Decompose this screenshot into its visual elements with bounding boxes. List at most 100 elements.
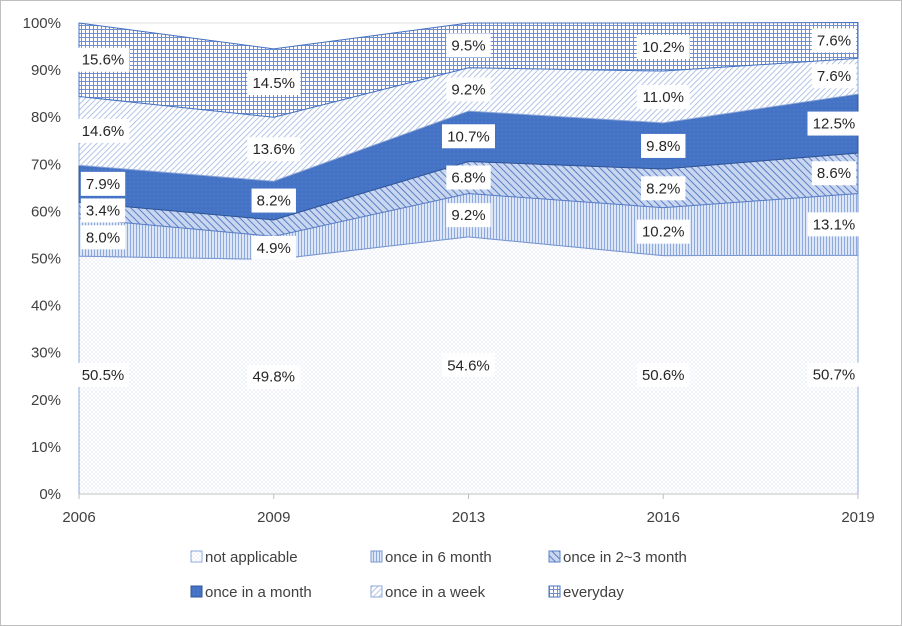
data-label-text: 9.2% [451,81,485,98]
data-label: 6.8% [446,165,491,190]
data-label-box [811,28,857,53]
data-label: 49.8% [247,364,301,389]
data-label-box [811,161,857,186]
data-label: 8.2% [641,176,686,201]
data-label-text: 9.5% [451,37,485,54]
data-label-text: 8.0% [86,229,120,246]
data-label: 10.2% [636,219,690,244]
legend-swatch [370,585,383,598]
data-label: 7.6% [811,28,857,53]
data-label-box [442,124,495,149]
data-label-text: 10.2% [642,39,685,56]
data-label: 8.0% [80,225,126,250]
legend: not applicable once in 6 month once in 2~3… [190,549,687,601]
x-tick-label: 2013 [452,509,485,526]
data-label: 9.5% [446,33,491,58]
data-label: 7.9% [80,171,126,196]
x-tick-label: 2016 [647,509,680,526]
data-label-box [80,198,126,223]
data-label-box [807,362,861,387]
data-label-text: 8.2% [257,193,291,210]
data-labels: 50.5% 49.8% 54.6% 50.6% 50.7% 8.0% 4.9% 9.2% 10.… [76,28,861,389]
y-tick-label: 10% [31,439,61,456]
data-label-text: 49.8% [252,369,295,386]
data-label-box [251,188,296,213]
data-label-text: 3.4% [86,202,120,219]
data-label: 3.4% [80,198,126,223]
x-tick-label: 2009 [257,509,290,526]
legend-label: everyday [563,584,624,601]
data-label: 50.5% [76,363,130,388]
y-tick-label: 20% [31,392,61,409]
data-label-box [807,111,861,136]
data-label: 7.6% [811,64,857,89]
data-label-text: 8.6% [817,165,851,182]
data-label-text: 14.5% [252,75,295,92]
legend-label: once in a week [385,584,486,601]
x-tick-label: 2019 [841,509,874,526]
data-label: 9.8% [641,133,686,158]
legend-item: once in a month [190,584,312,601]
data-label-text: 4.9% [257,240,291,257]
data-label-text: 7.6% [817,32,851,49]
legend-swatch [370,550,383,563]
data-label-text: 14.6% [82,123,125,140]
legend-swatch [548,585,561,598]
data-label: 9.2% [446,77,491,102]
legend-label: not applicable [205,549,298,566]
data-label: 13.6% [247,137,301,162]
data-label-box [446,165,491,190]
legend-item: not applicable [190,549,298,566]
data-label-text: 13.6% [252,141,295,158]
data-label-box [636,35,690,60]
data-label-box [76,363,130,388]
data-label-text: 6.8% [451,169,485,186]
legend-item: once in 6 month [370,549,492,566]
legend-item: once in 2~3 month [548,549,687,566]
y-tick-label: 90% [31,62,61,79]
data-label-box [80,171,126,196]
data-label-box [636,362,690,387]
data-label: 50.7% [807,362,861,387]
data-label-box [636,84,690,109]
data-label: 11.0% [636,84,690,109]
data-label-text: 9.8% [646,138,680,155]
data-label-text: 50.7% [813,367,856,384]
y-tick-label: 30% [31,345,61,362]
data-label-box [636,219,690,244]
data-label-box [247,71,301,96]
y-tick-label: 80% [31,109,61,126]
data-label-text: 10.7% [447,128,490,145]
data-label: 14.6% [76,118,130,143]
data-label-text: 7.9% [86,176,120,193]
x-tick-label: 2006 [62,509,95,526]
legend-label: once in a month [205,584,312,601]
data-label-box [442,353,495,378]
data-label-text: 10.2% [642,224,685,241]
data-label-box [80,225,126,250]
data-label-box [641,133,686,158]
data-label-box [446,77,491,102]
data-label: 10.7% [442,124,495,149]
data-label-box [807,212,861,237]
data-label-text: 54.6% [447,357,490,374]
y-tick-label: 100% [23,15,61,32]
x-axis: 2006 2009 2013 2016 2019 [62,493,875,526]
data-label: 12.5% [807,111,861,136]
y-axis: 0% 10% 20% 30% 40% 50% 60% 70% 80% 90% 100% [23,15,61,503]
data-label-text: 8.2% [646,180,680,197]
data-label: 54.6% [442,353,495,378]
data-label-text: 15.6% [82,52,125,69]
data-label-box [247,364,301,389]
y-tick-label: 50% [31,251,61,268]
y-tick-label: 60% [31,203,61,220]
legend-swatch [548,550,561,563]
legend-label: once in 6 month [385,549,492,566]
data-label-box [251,235,296,260]
data-label-text: 7.6% [817,68,851,85]
data-label-text: 9.2% [451,207,485,224]
data-label-text: 50.6% [642,367,685,384]
data-label: 15.6% [76,47,130,72]
